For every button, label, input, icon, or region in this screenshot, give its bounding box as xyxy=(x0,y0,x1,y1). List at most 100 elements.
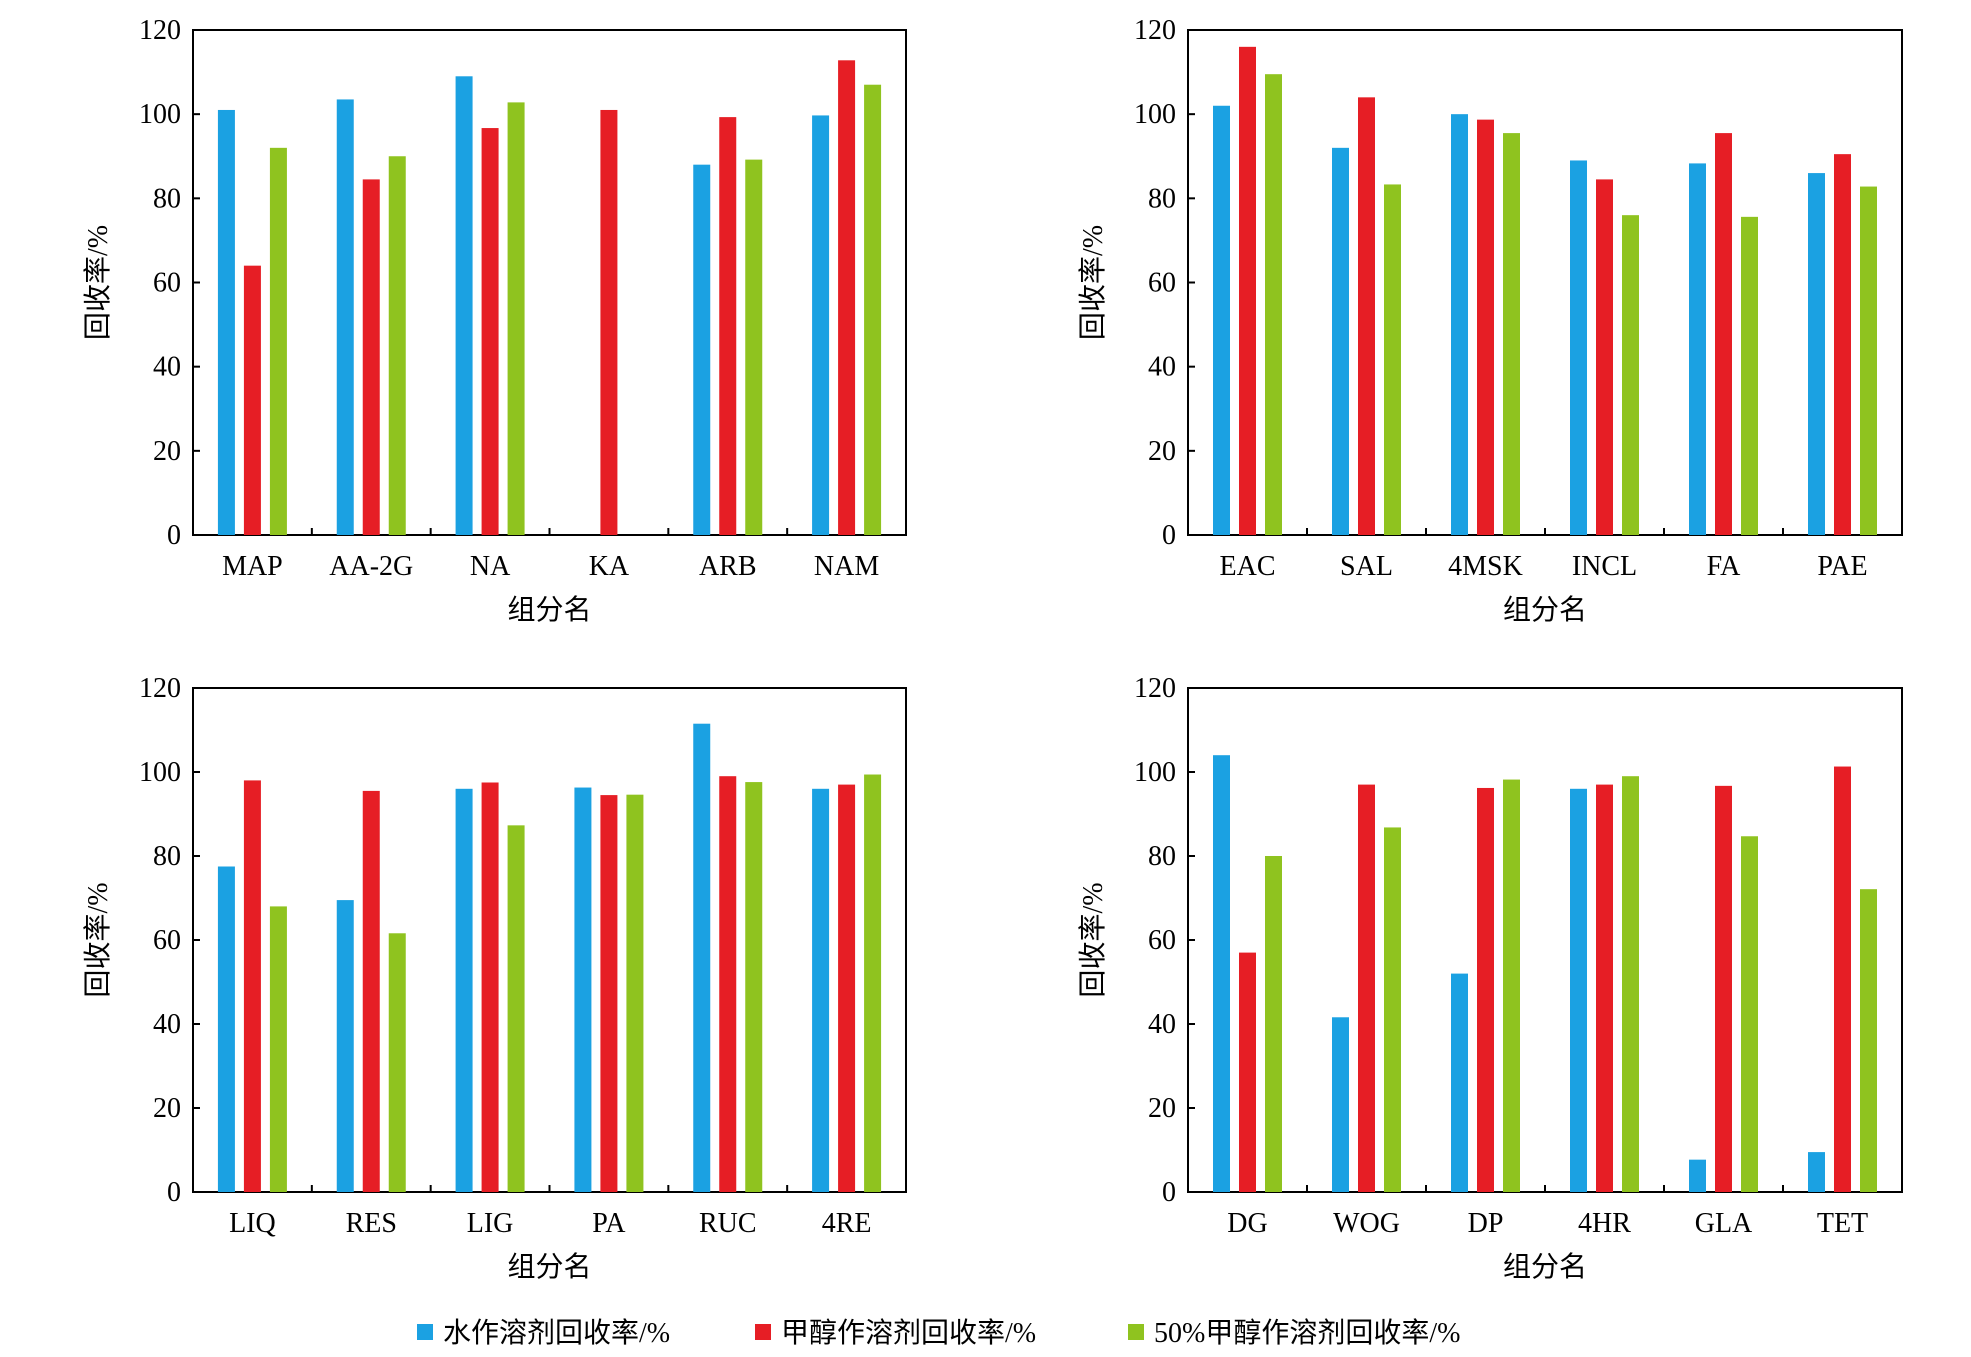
y-tick-label: 20 xyxy=(1148,436,1176,467)
x-category-label: DG xyxy=(1227,1208,1267,1239)
y-tick-label: 40 xyxy=(1148,352,1176,383)
bar-fa-series-3 xyxy=(1741,216,1758,535)
bar-tet-series-1 xyxy=(1808,1152,1825,1192)
bar-pae-series-1 xyxy=(1808,173,1825,536)
bar-gla-series-1 xyxy=(1689,1159,1706,1192)
bar-dp-series-1 xyxy=(1451,973,1468,1192)
x-category-label: PAE xyxy=(1817,551,1867,582)
bar-res-series-1 xyxy=(336,900,354,1192)
bar-na-series-3 xyxy=(507,102,525,535)
bar-wog-series-3 xyxy=(1384,827,1401,1192)
plot-frame xyxy=(192,29,907,536)
y-axis-title: 回收率/% xyxy=(1077,225,1109,340)
bar-nam-series-1 xyxy=(812,115,830,535)
bar-sal-series-2 xyxy=(1358,97,1375,535)
x-category-label: LIG xyxy=(467,1208,514,1239)
y-tick-label: 60 xyxy=(1148,925,1176,956)
y-tick-label: 40 xyxy=(1148,1009,1176,1040)
bar-arb-series-3 xyxy=(745,159,763,535)
bar-na-series-1 xyxy=(455,76,473,536)
bar-4hr-series-1 xyxy=(1570,788,1587,1192)
bar-wog-series-2 xyxy=(1358,784,1375,1192)
plot-frame xyxy=(1187,687,1903,1193)
plot-frame xyxy=(192,687,907,1193)
bar-tet-series-3 xyxy=(1860,889,1877,1192)
y-axis-title: 回收率/% xyxy=(1077,882,1109,997)
y-tick-label: 20 xyxy=(153,436,181,467)
bar-gla-series-2 xyxy=(1715,785,1732,1192)
bar-incl-series-2 xyxy=(1596,179,1613,536)
x-category-label: 4RE xyxy=(822,1208,872,1239)
chart-panel-3: 0 20 40 60 80 100 120 LIQ RES LIG PA RUC 4RE 组分名 回收率/% xyxy=(82,673,907,1283)
y-tick-label: 60 xyxy=(1148,268,1176,299)
y-tick-label: 20 xyxy=(153,1093,181,1124)
legend-swatch-methanol xyxy=(755,1324,771,1340)
bar-4msk-series-1 xyxy=(1451,114,1468,536)
bar-ruc-series-1 xyxy=(693,723,711,1192)
bar-res-series-2 xyxy=(362,790,380,1192)
x-category-label: PA xyxy=(592,1208,626,1239)
bar-res-series-3 xyxy=(388,933,406,1192)
x-category-label: LIQ xyxy=(229,1208,276,1239)
legend-label-50-methanol: 50%甲醇作溶剂回收率/% xyxy=(1154,1317,1460,1349)
bar-aa-2g-series-3 xyxy=(388,156,406,535)
bar-wog-series-1 xyxy=(1332,1017,1349,1192)
bar-lig-series-1 xyxy=(455,788,473,1192)
bar-tet-series-2 xyxy=(1834,766,1851,1192)
bar-4msk-series-3 xyxy=(1503,133,1520,535)
legend-label-methanol: 甲醇作溶剂回收率/% xyxy=(781,1317,1036,1349)
bar-ruc-series-2 xyxy=(719,776,737,1192)
x-category-label: FA xyxy=(1707,551,1741,582)
bar-dg-series-3 xyxy=(1265,856,1282,1192)
y-tick-label: 80 xyxy=(153,183,181,214)
x-category-label: TET xyxy=(1817,1208,1868,1239)
legend: 水作溶剂回收率/% 甲醇作溶剂回收率/% 50%甲醇作溶剂回收率/% xyxy=(417,1317,1460,1349)
bar-4hr-series-3 xyxy=(1622,776,1639,1192)
bar-liq-series-2 xyxy=(243,780,261,1192)
bar-4hr-series-2 xyxy=(1596,784,1613,1192)
legend-label-water: 水作溶剂回收率/% xyxy=(443,1317,670,1349)
chart-panel-2: 0 20 40 60 80 100 120 EAC SAL 4MSK INCL FA PAE 组分名 回收率… xyxy=(1077,15,1903,626)
x-category-label: 4MSK xyxy=(1448,551,1523,582)
y-tick-label: 40 xyxy=(153,1009,181,1040)
chart-panel-1: 0 20 40 60 80 100 120 MAP AA-2G NA KA ARB NAM 组分名 回收率/… xyxy=(82,15,907,626)
y-tick-label: 60 xyxy=(153,925,181,956)
x-category-label: EAC xyxy=(1220,551,1276,582)
bar-dp-series-3 xyxy=(1503,779,1520,1192)
x-category-label: DP xyxy=(1468,1208,1504,1239)
bar-map-series-3 xyxy=(269,147,287,536)
y-tick-label: 0 xyxy=(167,520,181,551)
bar-4re-series-3 xyxy=(864,774,882,1192)
y-tick-label: 120 xyxy=(139,673,181,704)
y-tick-label: 0 xyxy=(1162,520,1176,551)
bar-4re-series-2 xyxy=(838,784,856,1192)
y-tick-label: 20 xyxy=(1148,1093,1176,1124)
chart-panel-4: 0 20 40 60 80 100 120 DG WOG DP 4HR GLA TET 组分名 回收率/% xyxy=(1077,673,1903,1283)
y-axis-title: 回收率/% xyxy=(82,882,114,997)
bar-sal-series-1 xyxy=(1332,147,1349,536)
bar-ruc-series-3 xyxy=(745,782,763,1192)
bar-eac-series-1 xyxy=(1213,105,1230,535)
y-tick-label: 100 xyxy=(1134,99,1176,130)
legend-swatch-50-methanol xyxy=(1128,1324,1144,1340)
x-category-label: NA xyxy=(470,551,511,582)
bar-4msk-series-2 xyxy=(1477,119,1494,535)
bar-pae-series-2 xyxy=(1834,154,1851,536)
bar-arb-series-1 xyxy=(693,164,711,535)
x-category-label: RUC xyxy=(699,1208,757,1239)
bar-sal-series-3 xyxy=(1384,184,1401,535)
y-tick-label: 80 xyxy=(153,841,181,872)
legend-swatch-water xyxy=(417,1324,433,1340)
bar-pa-series-2 xyxy=(600,795,618,1192)
bar-fa-series-1 xyxy=(1689,163,1706,535)
bar-aa-2g-series-2 xyxy=(362,179,380,536)
y-tick-label: 80 xyxy=(1148,183,1176,214)
x-category-label: MAP xyxy=(222,551,283,582)
y-axis-title: 回收率/% xyxy=(82,225,114,340)
bar-gla-series-3 xyxy=(1741,836,1758,1192)
bar-pae-series-3 xyxy=(1860,186,1877,536)
x-category-label: WOG xyxy=(1333,1208,1400,1239)
x-axis-title: 组分名 xyxy=(507,594,591,626)
